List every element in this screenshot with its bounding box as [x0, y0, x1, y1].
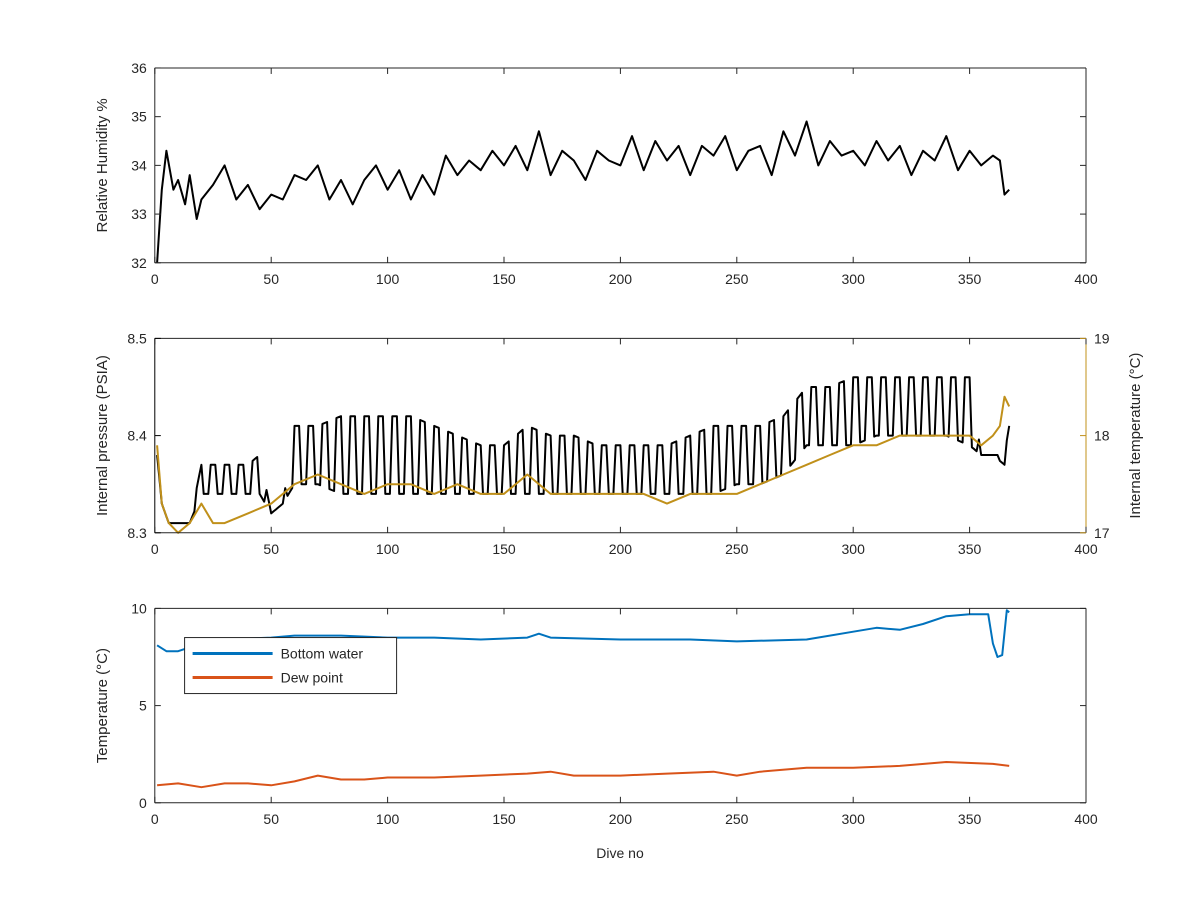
legend-label: Dew point	[281, 670, 343, 686]
shared-x-axis-label: Dive no	[596, 845, 644, 861]
x-tick-label: 100	[376, 271, 400, 287]
y-tick-label: 34	[131, 157, 147, 173]
y-tick-label: 10	[131, 600, 147, 616]
x-tick-label: 100	[376, 811, 400, 827]
y-tick-label: 8.5	[127, 330, 147, 346]
y-axis-label: Temperature (°C)	[94, 648, 111, 763]
x-tick-label: 250	[725, 811, 749, 827]
series-line-1	[157, 761, 1010, 789]
x-tick-label: 200	[609, 541, 633, 557]
x-tick-label: 0	[151, 541, 159, 557]
series-line-0	[156, 120, 1010, 263]
x-tick-label: 150	[492, 541, 516, 557]
series-line-1	[156, 395, 1011, 534]
y-tick-label: 8.3	[127, 525, 147, 541]
x-tick-label: 50	[263, 541, 279, 557]
x-tick-label: 150	[492, 271, 516, 287]
x-tick-label: 250	[725, 541, 749, 557]
y2-tick-label: 19	[1094, 330, 1110, 346]
y-axis-label: Internal pressure (PSIA)	[94, 355, 111, 516]
y-tick-label: 8.4	[127, 428, 147, 444]
x-tick-label: 300	[842, 271, 866, 287]
x-tick-label: 50	[263, 811, 279, 827]
x-tick-label: 400	[1074, 271, 1098, 287]
x-tick-label: 350	[958, 811, 982, 827]
y2-tick-label: 18	[1094, 428, 1110, 444]
y-tick-label: 35	[131, 109, 147, 125]
legend-label: Bottom water	[281, 646, 364, 662]
x-tick-label: 350	[958, 541, 982, 557]
x-tick-label: 300	[842, 541, 866, 557]
y-tick-label: 33	[131, 206, 147, 222]
x-tick-label: 200	[609, 811, 633, 827]
y-axis-label: Relative Humidity %	[94, 98, 111, 232]
x-tick-label: 100	[376, 541, 400, 557]
x-tick-label: 250	[725, 271, 749, 287]
x-tick-label: 400	[1074, 541, 1098, 557]
y-tick-label: 36	[131, 60, 147, 76]
x-tick-label: 150	[492, 811, 516, 827]
y2-axis-label: Internal temperature (°C)	[1127, 353, 1144, 519]
x-tick-label: 50	[263, 271, 279, 287]
legend-box	[184, 637, 398, 695]
x-tick-label: 400	[1074, 811, 1098, 827]
y-tick-label: 5	[139, 698, 147, 714]
humidity-panel: 0 50 100 150 200 250 300 350 400 32 33 34 35 36 Relati…	[94, 60, 1098, 287]
y-tick-label: 0	[139, 795, 147, 811]
x-tick-label: 0	[151, 271, 159, 287]
y2-tick-label: 17	[1094, 525, 1110, 541]
y-tick-label: 32	[131, 255, 147, 271]
x-tick-label: 0	[151, 811, 159, 827]
temperature-panel: 0 50 100 150 200 250 300 350 400 0 5 10 Temperature …	[94, 600, 1098, 826]
x-tick-label: 200	[609, 271, 633, 287]
x-tick-label: 350	[958, 271, 982, 287]
x-tick-label: 300	[842, 811, 866, 827]
pressure-temperature-panel: 0 50 100 150 200 250 300 350 400 8.3 8.4 8.5 17 18 19 I…	[94, 330, 1144, 556]
